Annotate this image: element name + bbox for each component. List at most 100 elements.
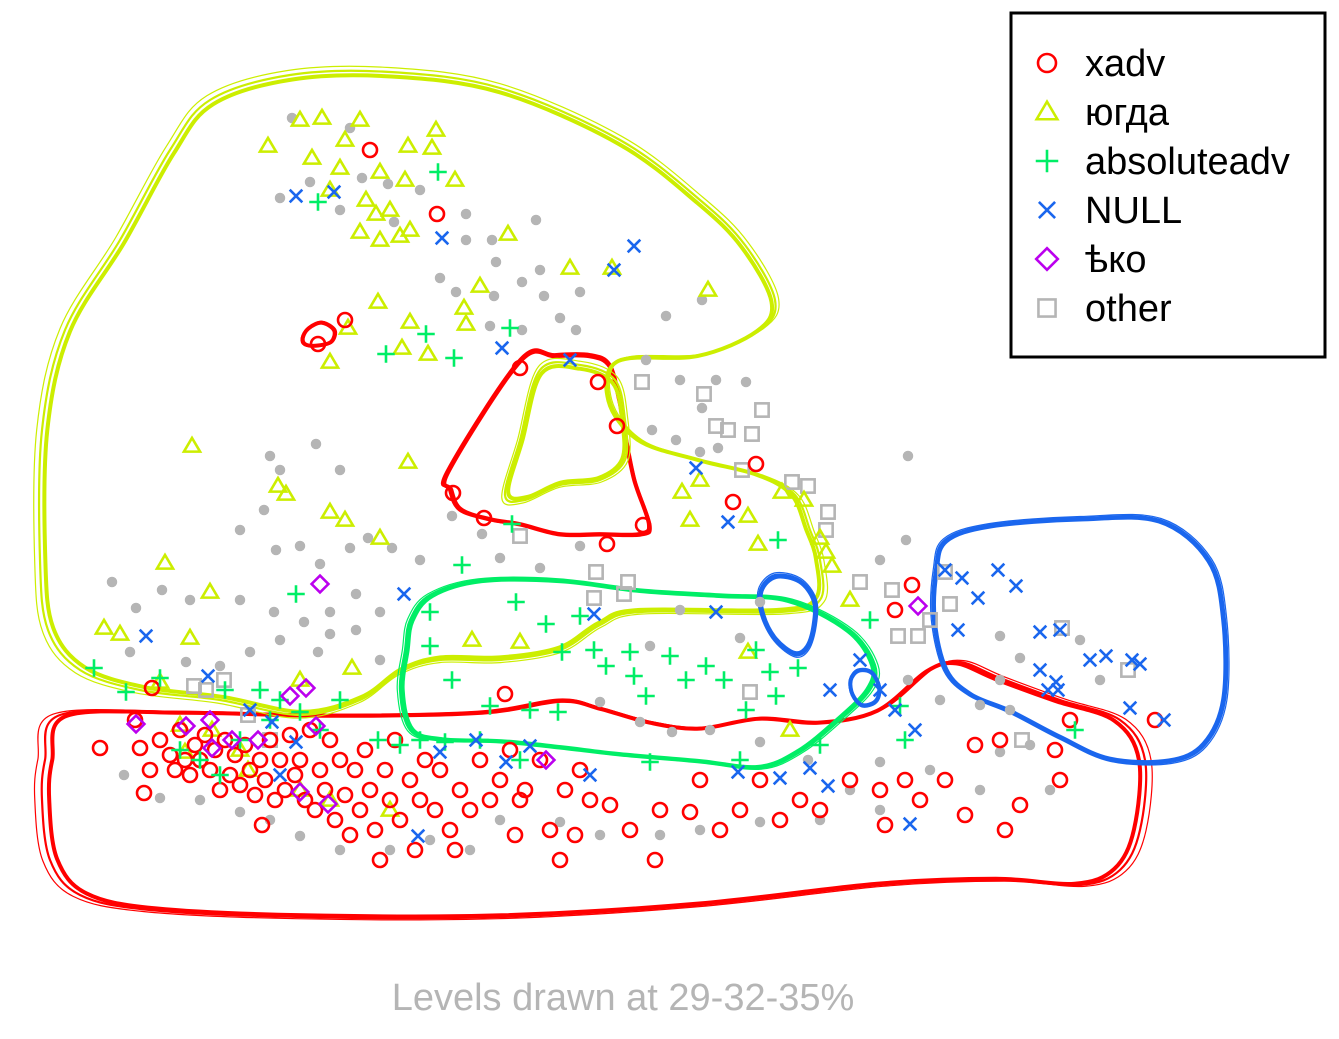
null-point bbox=[264, 714, 280, 730]
other-dot-point bbox=[646, 424, 658, 436]
ugda-point bbox=[397, 451, 419, 469]
xadv-point bbox=[426, 801, 444, 819]
null-point bbox=[970, 590, 986, 606]
absoluteadv-point bbox=[549, 703, 567, 721]
other-dot-point bbox=[1004, 704, 1016, 716]
other-dot-point bbox=[494, 552, 506, 564]
absoluteadv-point bbox=[537, 615, 555, 633]
absoluteadv-point bbox=[731, 751, 749, 769]
legend-symbol-cross bbox=[1037, 200, 1057, 220]
other-dot-point bbox=[344, 542, 356, 554]
other-dot-point bbox=[124, 646, 136, 658]
other-point bbox=[696, 386, 712, 402]
other-dot-point bbox=[464, 844, 476, 856]
other-dot-point bbox=[324, 606, 336, 618]
null-point bbox=[852, 652, 868, 668]
absoluteadv-point bbox=[503, 515, 521, 533]
other-point bbox=[884, 582, 900, 598]
absoluteadv-point bbox=[789, 659, 807, 677]
ugda-point bbox=[319, 351, 341, 369]
xadv-point bbox=[566, 826, 584, 844]
other-dot-point bbox=[710, 374, 722, 386]
absoluteadv-point bbox=[501, 319, 519, 337]
legend-label: NULL bbox=[1085, 190, 1182, 232]
xadv-point bbox=[411, 791, 429, 809]
ugda-point bbox=[93, 617, 115, 635]
other-dot-point bbox=[388, 216, 400, 228]
ugda-point bbox=[455, 313, 477, 331]
ugda-point bbox=[349, 109, 371, 127]
other-dot-point bbox=[712, 442, 724, 454]
xadv-point bbox=[135, 784, 153, 802]
xadv-point bbox=[166, 761, 184, 779]
ugda-point bbox=[815, 541, 837, 559]
other-dot-point bbox=[900, 534, 912, 546]
legend-item-1: югда bbox=[1034, 92, 1170, 134]
xadv-point bbox=[331, 751, 349, 769]
xadv-point bbox=[506, 826, 524, 844]
legend-label: ѣко bbox=[1085, 239, 1146, 281]
other-dot-point bbox=[740, 376, 752, 388]
xadv-point bbox=[281, 726, 299, 744]
ugda-point bbox=[334, 509, 356, 527]
other-dot-point bbox=[934, 694, 946, 706]
other-point bbox=[586, 590, 602, 606]
null-point bbox=[907, 722, 923, 738]
ugda-point bbox=[379, 199, 401, 217]
contour-NULL-0-level-2 bbox=[932, 515, 1228, 765]
null-point bbox=[582, 767, 598, 783]
xadv-point bbox=[186, 736, 204, 754]
xadv-point bbox=[724, 493, 742, 511]
contour-layer bbox=[33, 65, 1230, 921]
ugda-point bbox=[839, 589, 861, 607]
xadv-point bbox=[461, 801, 479, 819]
ugda-point bbox=[267, 475, 289, 493]
other-dot-point bbox=[156, 584, 168, 596]
other-dot-point bbox=[334, 844, 346, 856]
absoluteadv-point bbox=[769, 531, 787, 549]
ugda-point bbox=[771, 481, 793, 499]
ugda-point bbox=[461, 629, 483, 647]
absoluteadv-point bbox=[117, 683, 135, 701]
xadv-point bbox=[747, 455, 765, 473]
contour-xadv-0-level-2 bbox=[46, 660, 1143, 919]
ugda-point bbox=[399, 311, 421, 329]
ugda-point bbox=[679, 509, 701, 527]
legend-label: югда bbox=[1085, 92, 1170, 134]
xadv-point bbox=[326, 811, 344, 829]
null-point bbox=[822, 682, 838, 698]
contour-NULL-2-level-2 bbox=[848, 668, 882, 708]
ugda-point bbox=[509, 631, 531, 649]
xadv-point bbox=[589, 373, 607, 391]
absoluteadv-point bbox=[585, 641, 603, 659]
ugda-point bbox=[181, 435, 203, 453]
other-dot-point bbox=[554, 312, 566, 324]
other-dot-point bbox=[446, 510, 458, 522]
legend-item-5: other bbox=[1037, 288, 1172, 330]
xadv-point bbox=[428, 205, 446, 223]
other-dot-point bbox=[924, 764, 936, 776]
null-point bbox=[242, 702, 258, 718]
legend: xadv югда absoluteadv NULL ѣко other bbox=[1009, 11, 1327, 359]
ugda-point bbox=[311, 107, 333, 125]
xadv-point bbox=[416, 751, 434, 769]
xadv-point bbox=[551, 851, 569, 869]
other-dot-point bbox=[486, 234, 498, 246]
legend-symbol-diamond bbox=[1034, 246, 1060, 272]
other-dot-point bbox=[324, 628, 336, 640]
contour-absoluteadv-0-level-2 bbox=[400, 577, 876, 770]
xadv-point bbox=[401, 771, 419, 789]
other-dot-point bbox=[594, 829, 606, 841]
other-point bbox=[744, 426, 760, 442]
xadv-point bbox=[581, 791, 599, 809]
null-point bbox=[272, 767, 288, 783]
ugda-point bbox=[289, 109, 311, 127]
xadv-point bbox=[571, 761, 589, 779]
other-dot-point bbox=[234, 806, 246, 818]
xadv-point bbox=[236, 736, 254, 754]
xadv-point bbox=[231, 776, 249, 794]
other-dot-point bbox=[734, 632, 746, 644]
other-dot-point bbox=[754, 596, 766, 608]
xadv-point bbox=[516, 781, 534, 799]
other-point bbox=[922, 612, 938, 628]
